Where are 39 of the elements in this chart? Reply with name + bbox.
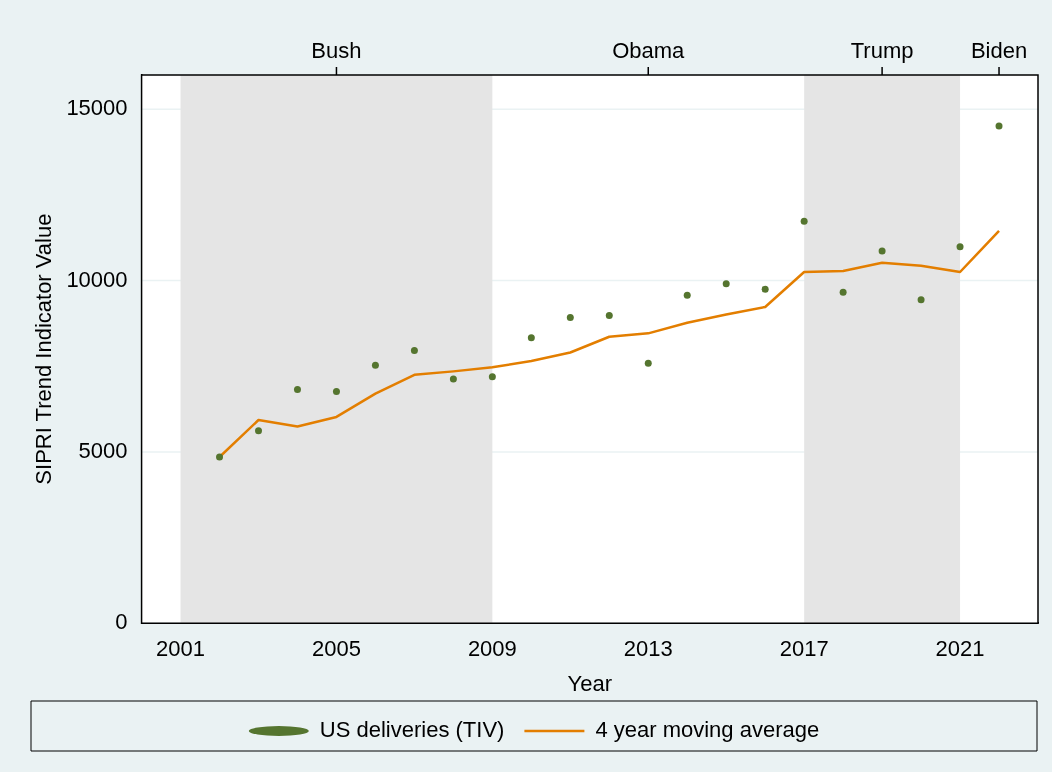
annotation: Obama bbox=[612, 38, 686, 64]
point bbox=[761, 285, 769, 293]
point bbox=[683, 291, 691, 299]
x-tick-label: 2017 bbox=[779, 636, 829, 662]
point bbox=[332, 388, 340, 396]
point bbox=[488, 373, 496, 381]
annotation: Bush bbox=[311, 38, 362, 64]
x-axis-title: Year bbox=[567, 670, 613, 696]
legend-label: US deliveries (TIV) bbox=[319, 717, 505, 743]
x-tick-label: 2005 bbox=[311, 636, 361, 662]
y-tick-label: 0 bbox=[115, 609, 128, 635]
point bbox=[566, 314, 574, 322]
x-tick-label: 2021 bbox=[935, 636, 985, 662]
legend-label: 4 year moving average bbox=[595, 717, 820, 743]
y-tick-label: 15000 bbox=[66, 95, 128, 121]
y-tick-label: 10000 bbox=[66, 266, 128, 292]
y-axis-title: SIPRI Trend Indicator Value bbox=[31, 213, 57, 485]
annotation: Biden bbox=[970, 38, 1028, 64]
annotation: Trump bbox=[850, 38, 914, 64]
x-tick-label: 2009 bbox=[467, 636, 517, 662]
point bbox=[839, 288, 847, 296]
point bbox=[527, 334, 535, 342]
point bbox=[293, 386, 301, 394]
point bbox=[644, 359, 652, 367]
point bbox=[216, 453, 224, 461]
point bbox=[371, 361, 379, 369]
x-tick-label: 2013 bbox=[623, 636, 673, 662]
point bbox=[800, 217, 808, 225]
point bbox=[605, 312, 613, 320]
x-tick-label: 2001 bbox=[156, 636, 206, 662]
point bbox=[722, 280, 730, 288]
y-tick-label: 5000 bbox=[78, 437, 128, 463]
point bbox=[956, 243, 964, 251]
point bbox=[995, 122, 1003, 130]
point bbox=[410, 346, 418, 354]
point bbox=[255, 427, 262, 435]
point bbox=[878, 247, 886, 255]
point bbox=[449, 375, 457, 383]
point bbox=[917, 296, 925, 304]
